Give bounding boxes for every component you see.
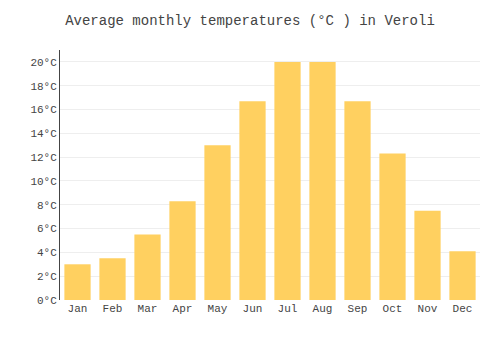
- svg-text:Jul: Jul: [278, 303, 298, 315]
- svg-text:18°C: 18°C: [30, 81, 57, 93]
- svg-text:Nov: Nov: [418, 303, 438, 315]
- svg-text:6°C: 6°C: [37, 223, 57, 235]
- svg-text:16°C: 16°C: [30, 104, 57, 116]
- svg-text:Oct: Oct: [383, 303, 403, 315]
- svg-text:Aug: Aug: [313, 303, 333, 315]
- svg-text:Dec: Dec: [453, 303, 473, 315]
- svg-text:Mar: Mar: [138, 303, 158, 315]
- svg-text:Feb: Feb: [103, 303, 123, 315]
- svg-text:May: May: [208, 303, 228, 315]
- svg-text:10°C: 10°C: [30, 176, 57, 188]
- svg-text:0°C: 0°C: [37, 295, 57, 307]
- svg-text:4°C: 4°C: [37, 247, 57, 259]
- svg-text:8°C: 8°C: [37, 200, 57, 212]
- svg-text:2°C: 2°C: [37, 271, 57, 283]
- svg-text:20°C: 20°C: [30, 57, 57, 69]
- svg-text:Jun: Jun: [243, 303, 263, 315]
- svg-text:Average monthly temperatures (: Average monthly temperatures (°C ) in Ve…: [65, 13, 435, 29]
- svg-text:Apr: Apr: [173, 303, 193, 315]
- svg-text:14°C: 14°C: [30, 128, 57, 140]
- svg-text:12°C: 12°C: [30, 152, 57, 164]
- svg-text:Sep: Sep: [348, 303, 368, 315]
- svg-text:Jan: Jan: [68, 303, 88, 315]
